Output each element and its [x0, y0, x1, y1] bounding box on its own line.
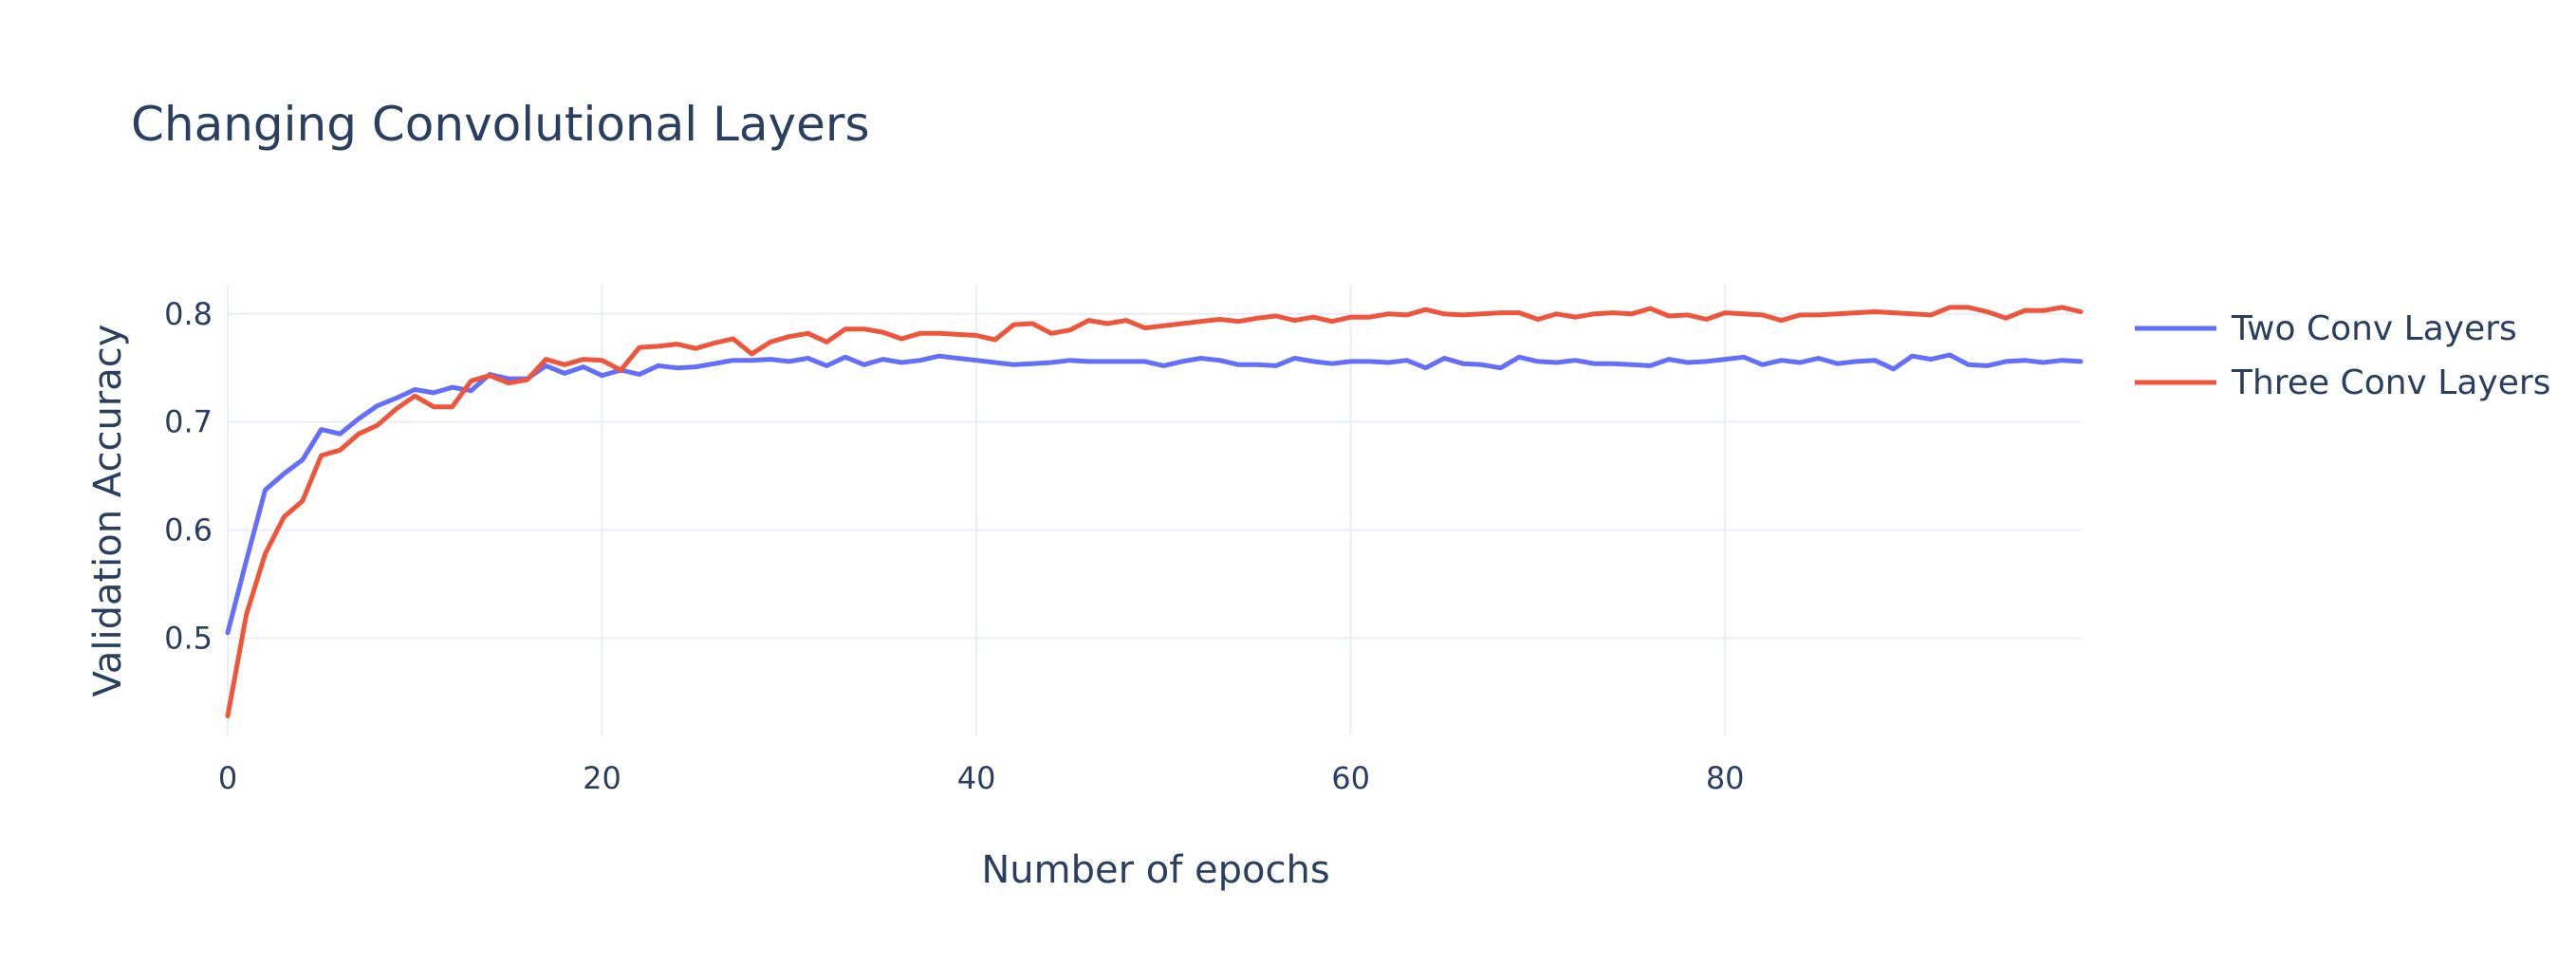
chart-title: Changing Convolutional Layers: [131, 97, 870, 152]
series-line-1: [225, 352, 2084, 636]
y-tick-label: 0.7: [164, 404, 213, 440]
legend-item-1[interactable]: Two Conv Layers: [2135, 309, 2517, 348]
x-tick-label: 60: [1331, 760, 1370, 796]
y-axis-title: Validation Accuracy: [86, 325, 130, 697]
y-tick-label: 0.8: [164, 296, 213, 332]
legend-item-2[interactable]: Three Conv Layers: [2135, 363, 2550, 402]
legend[interactable]: Two Conv Layers Three Conv Layers: [2135, 309, 2550, 402]
legend-label: Two Conv Layers: [2231, 309, 2517, 348]
series-lines: [225, 305, 2084, 718]
series-line-2: [225, 305, 2084, 718]
x-tick-label: 20: [583, 760, 621, 796]
x-gridlines: [227, 285, 1727, 735]
x-axis-title: Number of epochs: [981, 848, 1329, 892]
x-tick-label: 40: [957, 760, 996, 796]
x-tick-label: 0: [218, 760, 237, 796]
y-gridlines: [228, 312, 2081, 640]
x-tick-labels: 0 20 40 60 80: [218, 760, 1745, 796]
y-tick-label: 0.6: [164, 512, 213, 549]
legend-label: Three Conv Layers: [2231, 363, 2550, 402]
y-tick-labels: 0.5 0.6 0.7 0.8: [164, 296, 213, 657]
x-tick-label: 80: [1706, 760, 1745, 796]
y-tick-label: 0.5: [164, 620, 213, 656]
